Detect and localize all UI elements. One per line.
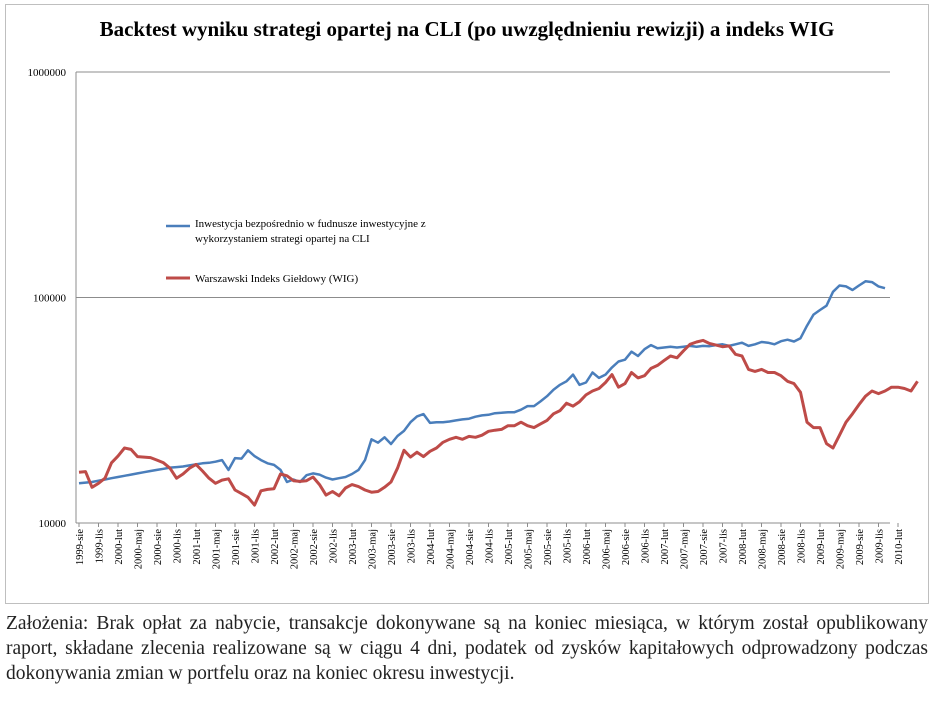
x-tick-label: 2006-maj	[602, 529, 613, 569]
series-line-cli	[78, 280, 886, 485]
x-tick-label: 2002-maj	[290, 529, 301, 569]
x-tick-label: 2003-maj	[368, 529, 379, 569]
x-tick-label: 2003-lis	[407, 529, 418, 563]
x-tick-label: 2004-lis	[485, 529, 496, 563]
x-tick-label: 2000-maj	[134, 529, 145, 569]
legend-label-cli-line1: Inwestycja bezpośrednio w fudnusze inwes…	[195, 218, 426, 230]
x-tick-label: 2006-lut	[582, 529, 593, 565]
legend: Inwestycja bezpośrednio w fudnusze inwes…	[166, 218, 426, 285]
x-tick-label: 2005-maj	[524, 529, 535, 569]
legend-label-wig: Warszawski Indeks Giełdowy (WIG)	[195, 273, 358, 285]
x-tick-label: 2002-sie	[309, 529, 320, 566]
x-tick-label: 2007-maj	[680, 529, 691, 569]
x-tick-label: 2003-sie	[387, 529, 398, 566]
x-tick-label: 2008-maj	[758, 529, 769, 569]
x-tick-label: 2003-lut	[348, 529, 359, 565]
series-layer	[78, 280, 919, 507]
x-tick-label: 2010-lut	[894, 529, 905, 565]
x-tick-label: 2006-lis	[641, 529, 652, 563]
x-tick-label: 2000-lut	[114, 529, 125, 565]
x-tick-label: 2001-lis	[251, 529, 262, 563]
x-tick-label: 2008-lis	[797, 529, 808, 563]
x-tick-label: 2009-lut	[816, 529, 827, 565]
x-tick-label: 2009-lis	[875, 529, 886, 563]
x-tick-label: 2005-lis	[563, 529, 574, 563]
x-tick-label: 2007-sie	[699, 529, 710, 566]
x-tick-label: 2001-sie	[231, 529, 242, 566]
x-tick-label: 2000-lis	[173, 529, 184, 563]
x-tick-label: 2009-sie	[855, 529, 866, 566]
y-tick-label: 10000	[39, 518, 67, 530]
chart-frame: Backtest wyniku strategi opartej na CLI …	[5, 4, 929, 604]
x-tick-label: 2008-lut	[738, 529, 749, 565]
y-tick-label: 1000000	[28, 67, 67, 79]
chart-title: Backtest wyniku strategi opartej na CLI …	[99, 17, 835, 41]
y-tick-label: 100000	[33, 293, 67, 305]
x-tick-label: 1999-lis	[95, 529, 106, 563]
x-tick-label: 2002-lut	[270, 529, 281, 565]
legend-label-cli-line2: wykorzystaniem strategi opartej na CLI	[195, 233, 370, 245]
x-tick-label: 2008-sie	[777, 529, 788, 566]
x-tick-label: 2007-lut	[660, 529, 671, 565]
x-tick-label: 2004-sie	[465, 529, 476, 566]
footnote: Założenia: Brak opłat za nabycie, transa…	[6, 613, 928, 684]
x-tick-label: 2000-sie	[153, 529, 164, 566]
chart-svg: 1000000 100000 10000 1999-sie 1999-lis 2000-l…	[28, 67, 919, 569]
x-tick-label: 2009-maj	[836, 529, 847, 569]
series-line-wig	[78, 338, 919, 507]
grid-layer	[76, 71, 890, 298]
x-tick-label: 2004-maj	[446, 529, 457, 569]
x-tick-label: 2007-lis	[719, 529, 730, 563]
x-tick-label: 2005-sie	[543, 529, 554, 566]
axis-layer: 1000000 100000 10000 1999-sie 1999-lis 2000-l…	[28, 67, 906, 569]
x-tick-label: 1999-sie	[75, 529, 86, 566]
x-tick-label: 2002-lis	[329, 529, 340, 563]
x-tick-label: 2006-sie	[621, 529, 632, 566]
x-tick-label: 2001-lut	[192, 529, 203, 565]
x-tick-label: 2004-lut	[426, 529, 437, 565]
x-tick-label: 2005-lut	[504, 529, 515, 565]
x-tick-label: 2001-maj	[212, 529, 223, 569]
